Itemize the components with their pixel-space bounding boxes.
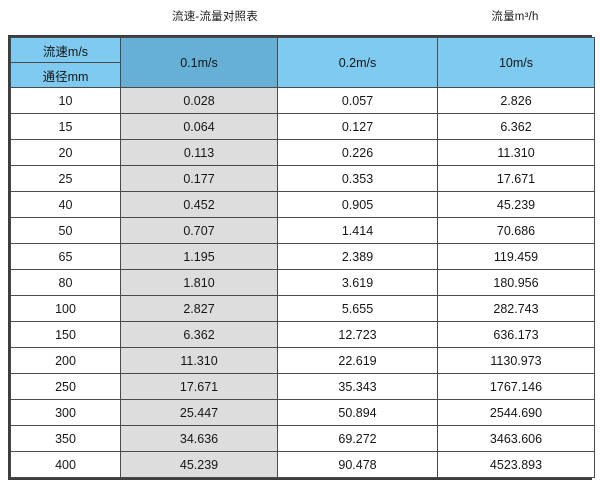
cell-diameter: 150 (10, 321, 121, 348)
cell-v10: 45.239 (437, 191, 595, 218)
cell-v10: 636.173 (437, 321, 595, 348)
cell-v10: 3463.606 (437, 425, 595, 452)
cell-diameter: 80 (10, 269, 121, 296)
cell-v10: 119.459 (437, 243, 595, 270)
caption-row: 流速-流量对照表 流量m³/h (0, 0, 600, 34)
flow-table: 流速m/s 0.1m/s 0.2m/s 10m/s 通径mm 10 0.028 0.… (10, 37, 595, 478)
table-title-caption: 流速-流量对照表 (172, 11, 258, 23)
flow-comparison-table: 流速m/s 0.1m/s 0.2m/s 10m/s 通径mm 10 0.028 0.… (8, 35, 595, 480)
cell-v01: 45.239 (120, 451, 278, 478)
cell-v01: 1.810 (120, 269, 278, 296)
table-body: 10 0.028 0.057 2.826 15 0.064 0.127 6.362 20 0.11… (10, 87, 595, 478)
cell-v02: 50.894 (277, 399, 438, 426)
cell-diameter: 65 (10, 243, 121, 270)
cell-v02: 35.343 (277, 373, 438, 400)
cell-v01: 17.671 (120, 373, 278, 400)
cell-v01: 34.636 (120, 425, 278, 452)
table-header: 流速m/s 0.1m/s 0.2m/s 10m/s 通径mm (10, 37, 595, 88)
table-row: 40 0.452 0.905 45.239 (10, 191, 595, 218)
cell-v10: 1130.973 (437, 347, 595, 374)
cell-diameter: 20 (10, 139, 121, 166)
table-row: 10 0.028 0.057 2.826 (10, 87, 595, 114)
cell-v10: 6.362 (437, 113, 595, 140)
cell-diameter: 25 (10, 165, 121, 192)
cell-v02: 12.723 (277, 321, 438, 348)
cell-v01: 6.362 (120, 321, 278, 348)
cell-v10: 17.671 (437, 165, 595, 192)
cell-v10: 70.686 (437, 217, 595, 244)
cell-v01: 1.195 (120, 243, 278, 270)
cell-v10: 1767.146 (437, 373, 595, 400)
cell-v02: 90.478 (277, 451, 438, 478)
cell-diameter: 250 (10, 373, 121, 400)
cell-diameter: 300 (10, 399, 121, 426)
cell-v01: 0.064 (120, 113, 278, 140)
header-row-top: 流速m/s 0.1m/s 0.2m/s 10m/s (10, 37, 595, 88)
header-col-0.2ms: 0.2m/s (277, 37, 438, 88)
cell-v10: 180.956 (437, 269, 595, 296)
cell-v01: 11.310 (120, 347, 278, 374)
cell-diameter: 400 (10, 451, 121, 478)
table-row: 250 17.671 35.343 1767.146 (10, 373, 595, 400)
cell-diameter: 40 (10, 191, 121, 218)
cell-v01: 2.827 (120, 295, 278, 322)
table-row: 200 11.310 22.619 1130.973 (10, 347, 595, 374)
table-row: 15 0.064 0.127 6.362 (10, 113, 595, 140)
table-row: 100 2.827 5.655 282.743 (10, 295, 595, 322)
cell-v02: 0.353 (277, 165, 438, 192)
table-row: 80 1.810 3.619 180.956 (10, 269, 595, 296)
cell-v02: 0.057 (277, 87, 438, 114)
cell-diameter: 100 (10, 295, 121, 322)
header-row-bottom: 通径mm (10, 62, 595, 88)
flow-unit-caption: 流量m³/h (491, 11, 539, 23)
cell-v02: 5.655 (277, 295, 438, 322)
table-row: 300 25.447 50.894 2544.690 (10, 399, 595, 426)
cell-v02: 0.127 (277, 113, 438, 140)
table-row: 20 0.113 0.226 11.310 (10, 139, 595, 166)
table-row: 50 0.707 1.414 70.686 (10, 217, 595, 244)
table-row: 25 0.177 0.353 17.671 (10, 165, 595, 192)
cell-v01: 0.452 (120, 191, 278, 218)
cell-diameter: 350 (10, 425, 121, 452)
cell-v02: 69.272 (277, 425, 438, 452)
cell-v02: 0.226 (277, 139, 438, 166)
table-row: 350 34.636 69.272 3463.606 (10, 425, 595, 452)
table-row: 150 6.362 12.723 636.173 (10, 321, 595, 348)
cell-v10: 282.743 (437, 295, 595, 322)
cell-diameter: 15 (10, 113, 121, 140)
cell-v01: 0.028 (120, 87, 278, 114)
cell-v02: 2.389 (277, 243, 438, 270)
cell-v01: 0.113 (120, 139, 278, 166)
header-velocity-label: 流速m/s (10, 37, 121, 63)
cell-v10: 11.310 (437, 139, 595, 166)
cell-v02: 22.619 (277, 347, 438, 374)
cell-v01: 0.177 (120, 165, 278, 192)
cell-v02: 1.414 (277, 217, 438, 244)
cell-diameter: 50 (10, 217, 121, 244)
cell-v01: 25.447 (120, 399, 278, 426)
header-col-0.1ms: 0.1m/s (120, 37, 278, 88)
cell-diameter: 200 (10, 347, 121, 374)
header-diameter-label: 通径mm (10, 62, 121, 88)
cell-v10: 4523.893 (437, 451, 595, 478)
cell-v02: 0.905 (277, 191, 438, 218)
cell-v10: 2.826 (437, 87, 595, 114)
table-row: 400 45.239 90.478 4523.893 (10, 451, 595, 478)
header-col-10ms: 10m/s (437, 37, 595, 88)
cell-v10: 2544.690 (437, 399, 595, 426)
cell-v02: 3.619 (277, 269, 438, 296)
table-row: 65 1.195 2.389 119.459 (10, 243, 595, 270)
cell-diameter: 10 (10, 87, 121, 114)
cell-v01: 0.707 (120, 217, 278, 244)
